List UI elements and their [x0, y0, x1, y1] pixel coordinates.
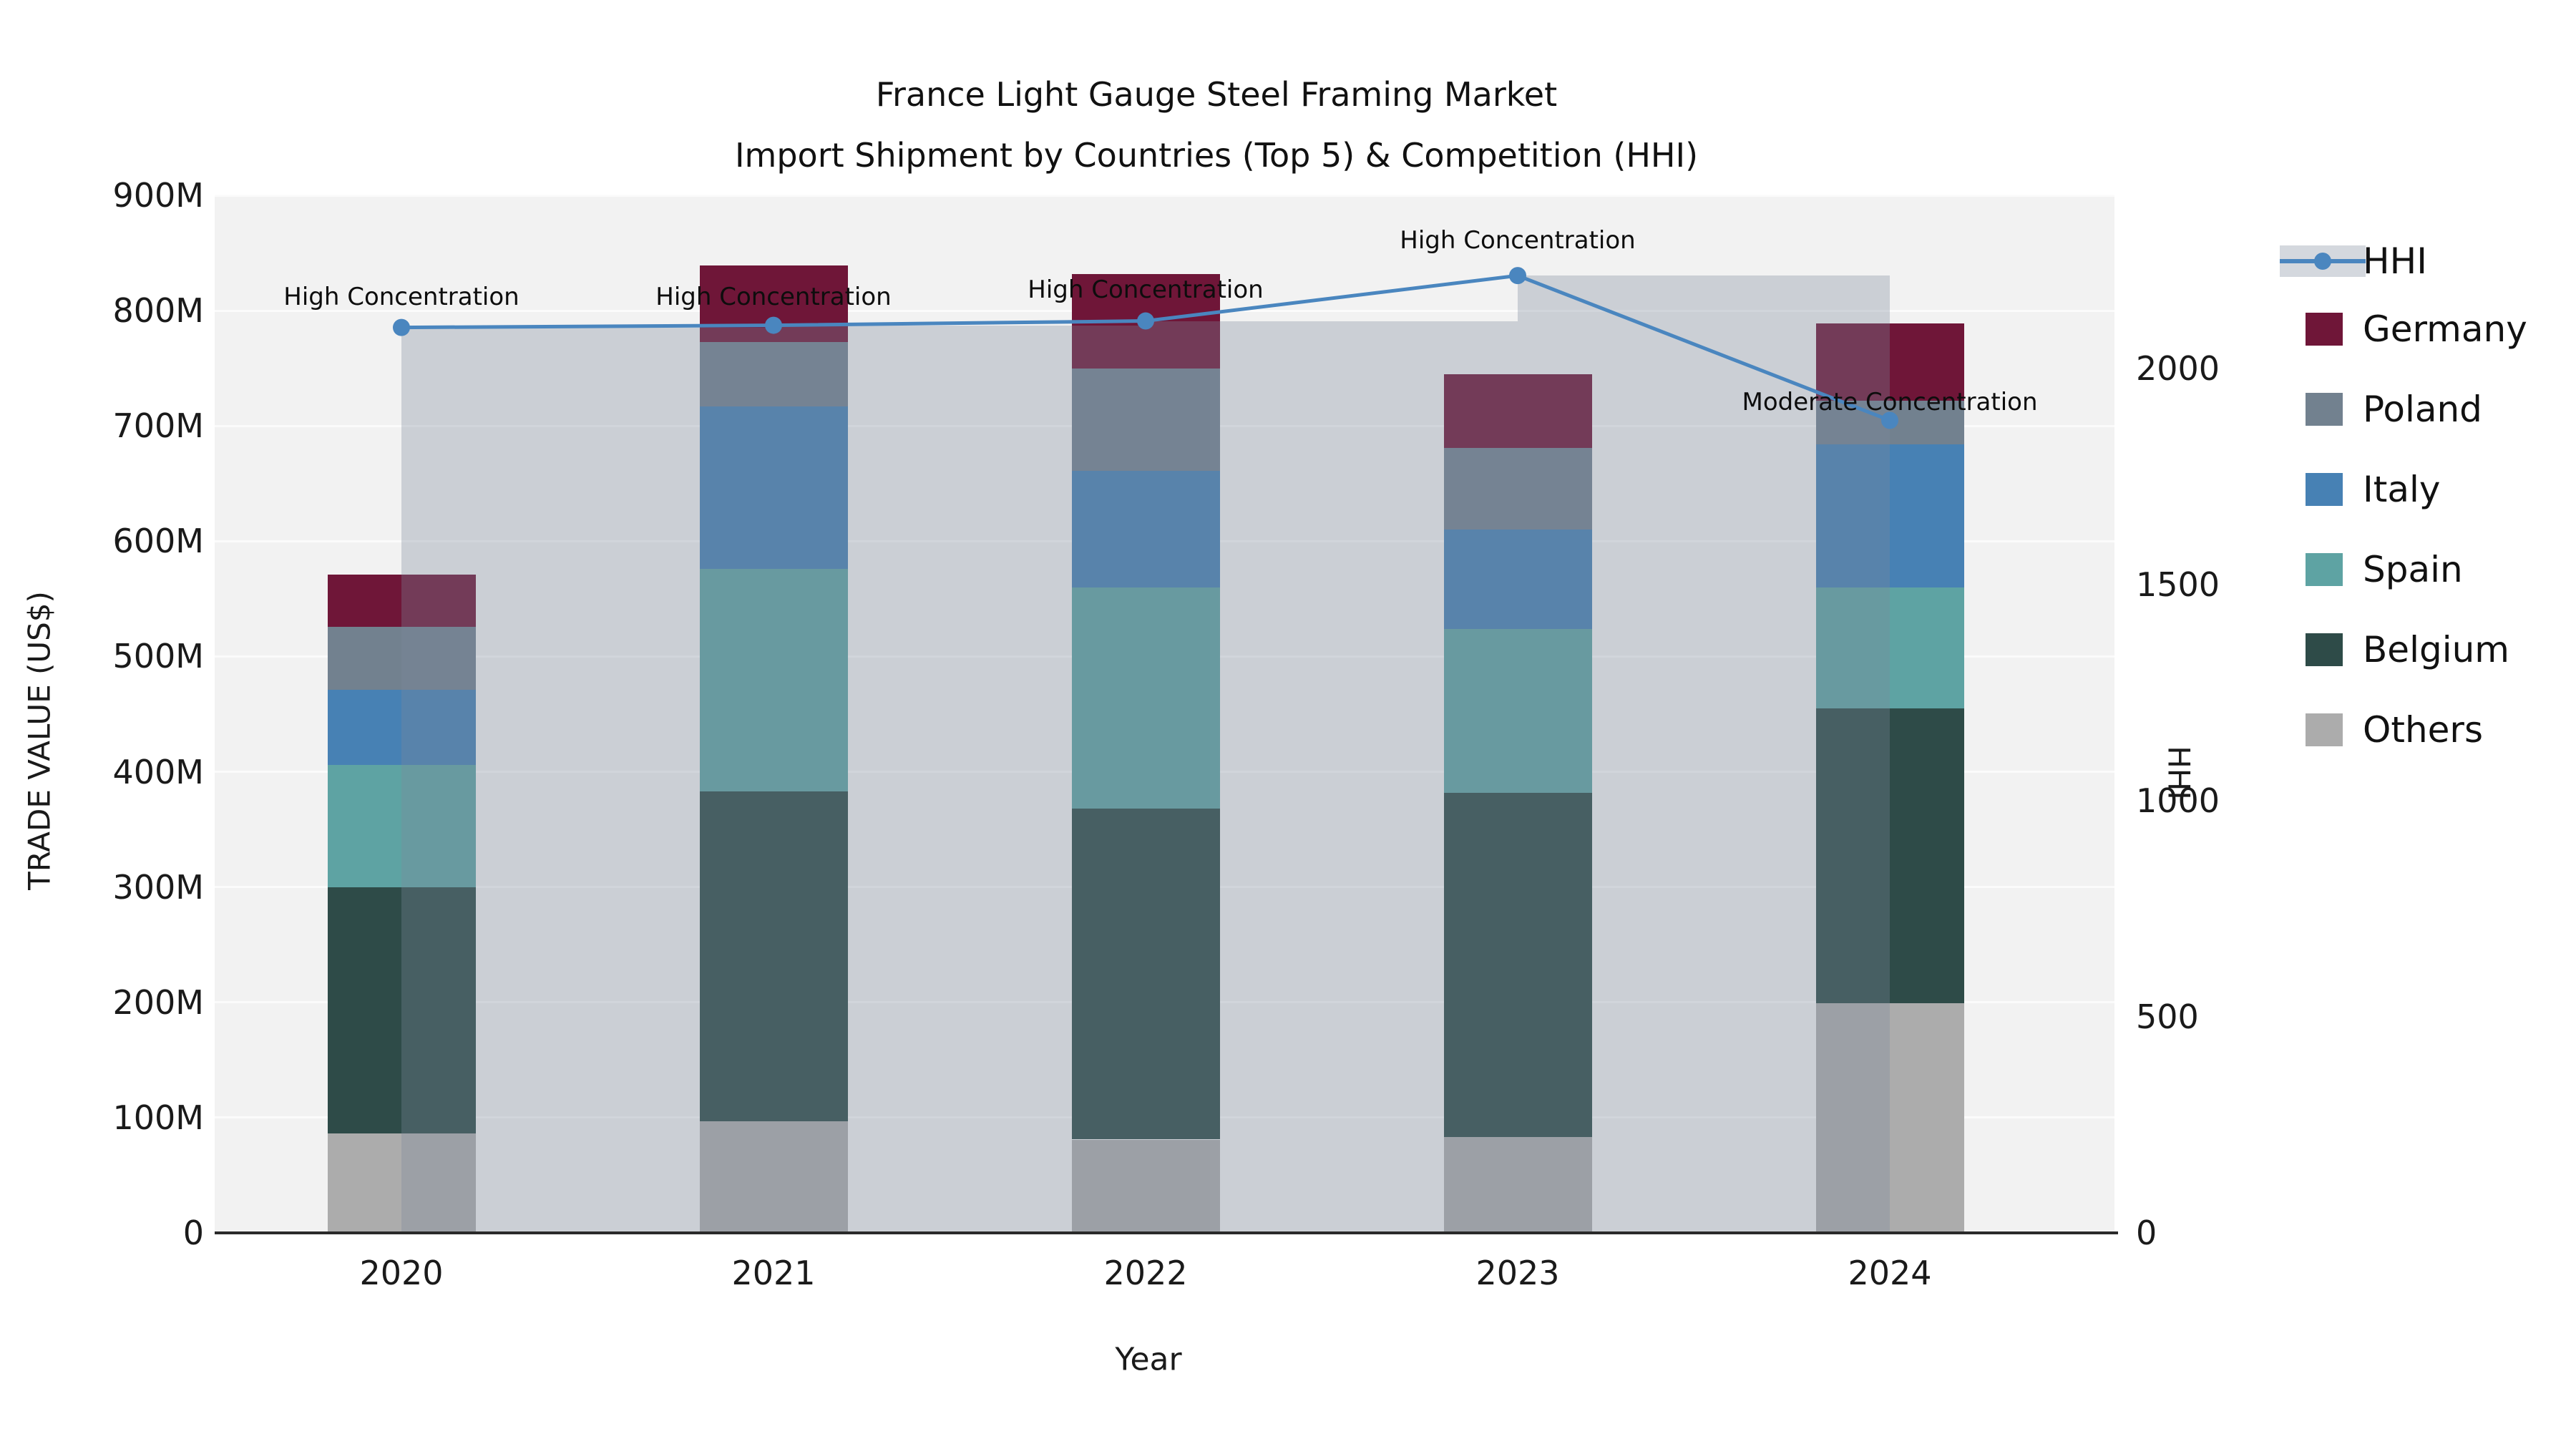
annotation-2021: High Concentration — [655, 282, 892, 311]
annotation-2020: High Concentration — [283, 282, 519, 311]
bar-segment-2022-spain — [1071, 587, 1220, 809]
y-right-tick-500: 500 — [2136, 997, 2199, 1036]
bar-segment-2020-italy — [327, 690, 476, 765]
legend-swatch-italy — [2306, 473, 2343, 506]
bar-segment-2021-poland — [699, 341, 848, 406]
legend-label-poland: Poland — [2363, 389, 2482, 430]
y-left-tick-700M: 700M — [112, 406, 205, 446]
bar-segment-2021-others — [699, 1121, 848, 1233]
bar-segment-2023-germany — [1443, 374, 1592, 448]
x-axis-title: Year — [1115, 1341, 1182, 1378]
y-left-tick-400M: 400M — [112, 752, 205, 791]
legend-swatch-spain — [2306, 553, 2343, 586]
x-tick-2022: 2022 — [1103, 1254, 1188, 1292]
bar-segment-2020-others — [327, 1133, 476, 1233]
bar-segment-2022-poland — [1071, 368, 1220, 472]
legend-swatch-others — [2306, 713, 2343, 746]
hhi-band-2022 — [1146, 321, 1518, 1233]
chart-title-line2: Import Shipment by Countries (Top 5) & C… — [734, 136, 1699, 175]
chart-title-line1: France Light Gauge Steel Framing Market — [875, 75, 1558, 114]
y-right-tick-1000: 1000 — [2136, 781, 2220, 820]
y-left-tick-0: 0 — [182, 1214, 204, 1252]
y-left-tick-500M: 500M — [112, 637, 205, 676]
bar-segment-2022-italy — [1071, 471, 1220, 587]
bar-segment-2022-others — [1071, 1139, 1220, 1233]
legend-label-belgium: Belgium — [2363, 629, 2509, 670]
y-left-tick-600M: 600M — [112, 522, 205, 561]
legend-label-spain: Spain — [2363, 549, 2463, 590]
bar-segment-2023-belgium — [1443, 792, 1592, 1138]
x-tick-2020: 2020 — [359, 1254, 444, 1292]
hhi-marker-2023 — [1509, 267, 1526, 285]
bar-segment-2021-italy — [699, 406, 848, 569]
bar-segment-2021-belgium — [699, 791, 848, 1121]
legend-label-italy: Italy — [2363, 469, 2441, 510]
bar-segment-2024-germany — [1815, 323, 1964, 401]
bar-segment-2023-others — [1443, 1137, 1592, 1233]
y-left-tick-800M: 800M — [112, 291, 205, 331]
annotation-2023: High Concentration — [1400, 226, 1636, 255]
bar-segment-2024-belgium — [1815, 708, 1964, 1004]
hhi-band-2021 — [774, 325, 1146, 1233]
bar-segment-2023-spain — [1443, 628, 1592, 793]
annotation-2022: High Concentration — [1028, 275, 1264, 304]
bar-segment-2020-belgium — [327, 887, 476, 1134]
y-left-tick-200M: 200M — [112, 982, 205, 1022]
y-left-tick-900M: 900M — [112, 176, 205, 215]
y-left-tick-100M: 100M — [112, 1098, 205, 1137]
hhi-marker-2021 — [765, 316, 782, 334]
hhi-band-2020 — [401, 327, 774, 1233]
legend-swatch-germany — [2306, 313, 2343, 346]
bar-segment-2022-belgium — [1071, 809, 1220, 1140]
bar-segment-2020-germany — [327, 575, 476, 627]
x-tick-2023: 2023 — [1475, 1254, 1560, 1292]
x-tick-2024: 2024 — [1848, 1254, 1932, 1292]
annotation-2024: Moderate Concentration — [1742, 388, 2038, 417]
y-left-tick-300M: 300M — [112, 867, 205, 907]
hhi-marker-2024 — [1881, 411, 1898, 429]
hhi-band-2023 — [1518, 275, 1890, 1233]
gridline-y900 — [215, 194, 2114, 197]
hhi-marker-2022 — [1137, 312, 1154, 330]
bar-segment-2024-italy — [1815, 444, 1964, 587]
legend-swatch-poland — [2306, 393, 2343, 426]
bar-segment-2024-others — [1815, 1003, 1964, 1233]
bar-segment-2020-poland — [327, 626, 476, 691]
x-axis-line — [215, 1231, 2118, 1234]
x-tick-2021: 2021 — [731, 1254, 816, 1292]
bar-segment-2020-spain — [327, 764, 476, 887]
bar-segment-2023-poland — [1443, 447, 1592, 530]
bar-segment-2021-spain — [699, 569, 848, 791]
y-right-tick-2000: 2000 — [2136, 349, 2220, 388]
hhi-marker-2020 — [393, 318, 410, 336]
legend-label-others: Others — [2363, 709, 2484, 751]
y-right-tick-1500: 1500 — [2136, 565, 2220, 604]
legend-swatch-belgium — [2306, 633, 2343, 666]
bar-segment-2023-italy — [1443, 530, 1592, 629]
legend-label-germany: Germany — [2363, 308, 2527, 350]
bar-segment-2024-spain — [1815, 587, 1964, 708]
legend-hhi-marker — [2314, 253, 2331, 270]
y-right-tick-0: 0 — [2136, 1214, 2157, 1252]
legend-label-hhi: HHI — [2363, 240, 2427, 282]
